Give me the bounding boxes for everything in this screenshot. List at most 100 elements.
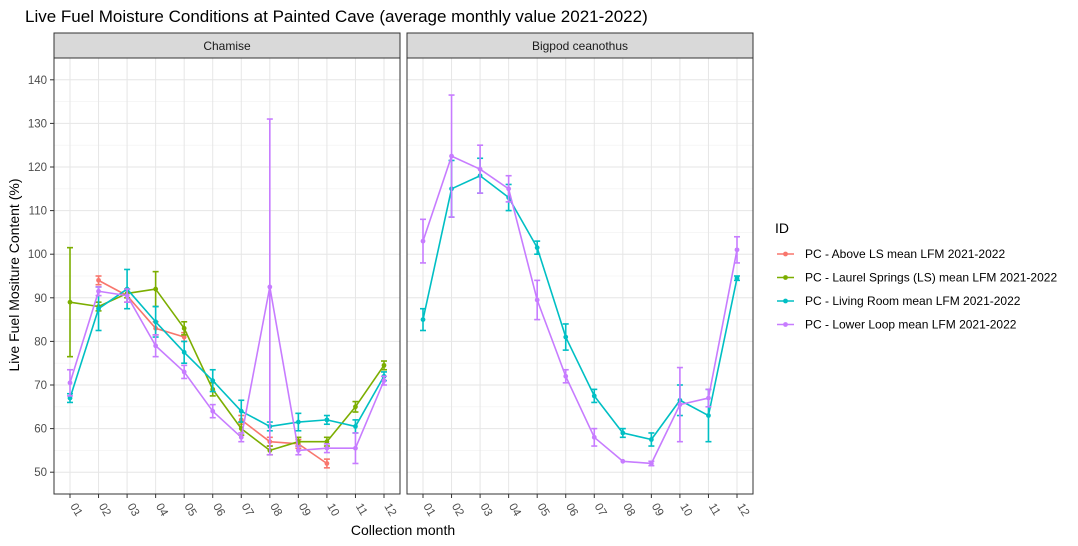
data-point (153, 319, 159, 325)
x-tick-label: 02 (449, 502, 466, 519)
panel-0: Chamise 01 02 03 04 05 06 07 08 09 10 11 12 50 60 70 80 9… (28, 32, 401, 520)
x-tick-label: 04 (153, 502, 170, 520)
series-line-segment (650, 399, 681, 440)
series-line-segment (69, 308, 100, 399)
legend-key-point (783, 322, 788, 327)
data-point (648, 461, 654, 466)
x-tick-label: 07 (592, 502, 609, 519)
data-point (734, 247, 740, 253)
data-point (506, 186, 512, 192)
series-line-segment (212, 388, 242, 430)
series-3 (67, 118, 387, 465)
series-line-segment (183, 327, 214, 390)
series-line-segment (679, 397, 709, 406)
y-tick-label: 120 (28, 162, 47, 174)
series-line-segment (154, 288, 185, 329)
series-line-segment (507, 188, 538, 301)
chart-title: Live Fuel Moisture Conditions at Painted… (25, 7, 648, 26)
x-tick-label: 02 (96, 502, 113, 519)
facet-strip-label: Bigpod ceanothus (532, 39, 628, 53)
series-line-segment (565, 375, 595, 438)
data-point (706, 395, 711, 401)
data-point (124, 293, 130, 299)
data-point (449, 153, 454, 159)
series-line-segment (183, 371, 214, 412)
data-point (534, 297, 540, 303)
series-line-segment (354, 380, 385, 449)
series-line-segment (98, 288, 128, 310)
data-point (96, 288, 101, 294)
data-point (181, 349, 187, 355)
series-line-segment (240, 286, 271, 438)
series-line-segment (240, 419, 271, 443)
data-point (181, 325, 187, 331)
x-tick-label: 06 (563, 502, 580, 519)
series-line-segment (126, 288, 157, 323)
legend-entry: PC - Living Room mean LFM 2021-2022 (777, 294, 1021, 308)
x-tick-label: 08 (620, 502, 637, 519)
series-line-segment (155, 345, 185, 373)
x-tick-label: 07 (239, 502, 256, 519)
data-point (324, 445, 330, 451)
x-tick-label: 06 (210, 502, 227, 519)
panel-border (406, 57, 754, 495)
series-line-segment (240, 427, 271, 452)
facet-strip-label: Chamise (203, 39, 251, 53)
y-tick-label: 80 (34, 336, 47, 348)
series-line-segment (451, 174, 481, 190)
legend: ID PC - Above LS mean LFM 2021-2022 PC - … (775, 220, 1057, 332)
legend-label: PC - Laurel Springs (LS) mean LFM 2021-2… (805, 271, 1057, 285)
series-line-segment (479, 168, 510, 190)
series-line-segment (126, 295, 157, 347)
y-tick-label: 90 (34, 293, 47, 305)
data-point (96, 277, 101, 283)
x-tick-label: 12 (381, 502, 398, 519)
series-line-segment (707, 249, 738, 399)
series-line-segment (297, 443, 328, 465)
data-point (706, 413, 711, 418)
series-line-segment (98, 290, 128, 297)
data-point (324, 461, 330, 466)
series-line-segment (126, 288, 156, 295)
series-line-segment (422, 155, 453, 242)
data-point (295, 448, 301, 453)
series-line-segment (536, 247, 567, 338)
y-tick-label: 110 (29, 206, 47, 218)
data-point (324, 439, 330, 445)
x-tick-label: 10 (324, 502, 341, 519)
series-line-segment (326, 406, 357, 443)
y-tick-label: 100 (28, 249, 47, 261)
series-line-segment (422, 188, 453, 320)
x-tick-label: 11 (706, 502, 722, 518)
data-point (381, 378, 387, 384)
data-point (96, 306, 101, 312)
series-line-segment (593, 395, 624, 434)
x-tick-label: 08 (267, 502, 284, 519)
series-line-segment (354, 375, 385, 427)
data-point (181, 334, 187, 340)
data-point (591, 434, 597, 440)
y-tick-label: 70 (34, 380, 47, 392)
series-line-segment (707, 278, 738, 416)
data-point (267, 284, 273, 290)
data-point (381, 362, 387, 368)
x-tick-label: 01 (67, 502, 84, 519)
data-point (210, 408, 216, 414)
legend-label: PC - Above LS mean LFM 2021-2022 (805, 247, 1005, 261)
data-point (67, 395, 73, 401)
data-point (238, 434, 244, 440)
legend-entry: PC - Laurel Springs (LS) mean LFM 2021-2… (777, 271, 1057, 285)
x-tick-label: 11 (353, 502, 369, 518)
data-point (620, 458, 626, 464)
series-line-segment (212, 410, 242, 438)
legend-entry: PC - Above LS mean LFM 2021-2022 (777, 247, 1005, 261)
x-axis-title: Collection month (351, 522, 455, 538)
x-tick-label: 03 (477, 502, 494, 519)
data-point (67, 299, 73, 305)
data-point (420, 238, 426, 244)
y-tick-label: 130 (28, 118, 47, 130)
series-line-segment (536, 299, 567, 377)
data-point (353, 424, 358, 429)
panel-border (53, 57, 401, 495)
